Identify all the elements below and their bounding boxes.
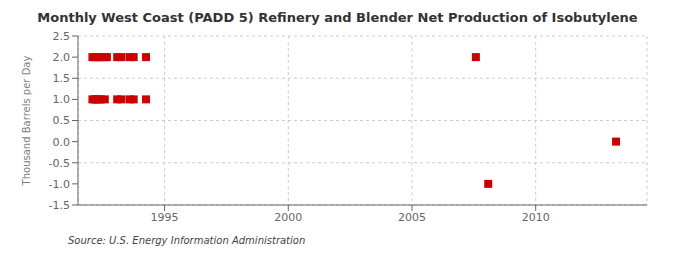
html-text:Monthly West Coast (PADD 5) Re: Monthly West Coast (PADD 5) Refinery and… <box>37 10 638 25</box>
svg-text:2.0: 2.0 <box>53 51 71 64</box>
svg-text:-1.5: -1.5 <box>49 199 70 212</box>
svg-text:-1.0: -1.0 <box>49 178 70 191</box>
svg-text:0.5: 0.5 <box>53 114 71 127</box>
svg-text:2000: 2000 <box>274 211 302 224</box>
svg-text:-0.5: -0.5 <box>49 157 70 170</box>
svg-text:1995: 1995 <box>151 211 179 224</box>
svg-text:0.0: 0.0 <box>53 136 71 149</box>
svg-text:2010: 2010 <box>522 211 550 224</box>
svg-text:2005: 2005 <box>398 211 426 224</box>
svg-text:1.5: 1.5 <box>53 72 71 85</box>
svg-text:Thousand Barrels per Day: Thousand Barrels per Day <box>21 56 32 187</box>
svg-text:2.5: 2.5 <box>53 30 71 43</box>
html-text:Source: U.S. Energy Informatio: Source: U.S. Energy Information Administ… <box>68 235 306 246</box>
svg-text:1.0: 1.0 <box>53 93 71 106</box>
